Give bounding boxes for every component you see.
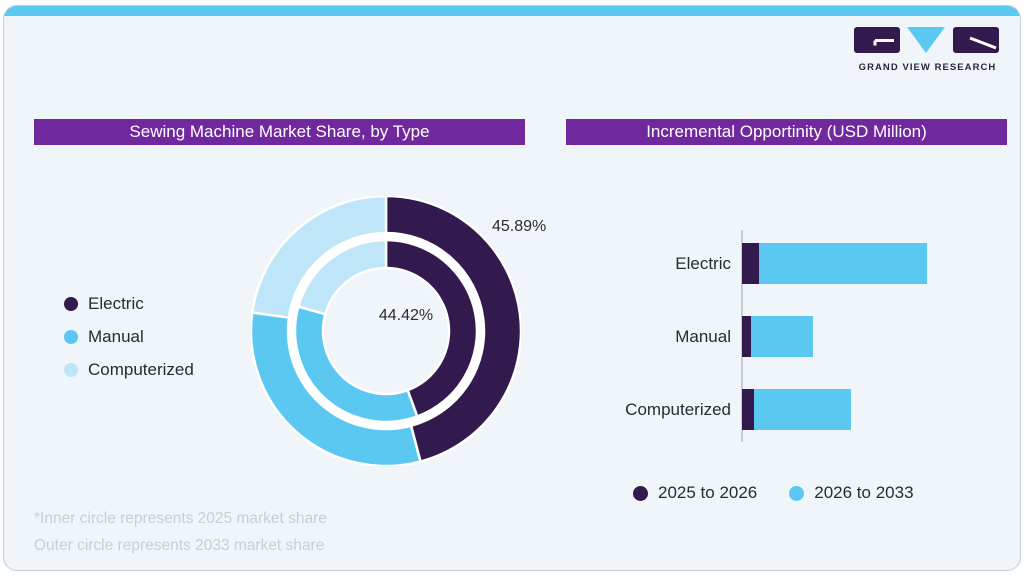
donut-legend: Electric Manual Computerized	[64, 287, 194, 386]
bar-segment-2026-to-2033	[751, 316, 813, 357]
inner-ring-segment-electric	[384, 238, 479, 419]
bar-legend-item-2025-to-2026: 2025 to 2026	[633, 480, 757, 506]
footnote-line-1: *Inner circle represents 2025 market sha…	[34, 510, 327, 527]
legend-label: Manual	[88, 326, 144, 346]
grand-view-research-logo: GRAND VIEW RESEARCH	[854, 27, 1001, 73]
inner-ring-segment-manual	[293, 305, 419, 424]
bar-legend-item-2026-to-2033: 2026 to 2033	[789, 480, 914, 506]
market-share-donut-chart	[251, 196, 521, 466]
legend-label: 2026 to 2033	[814, 483, 914, 502]
outer-ring-value-label: 45.89%	[492, 218, 547, 235]
bar-category-label: Electric	[675, 253, 731, 273]
legend-dot-icon	[64, 362, 78, 377]
bar-row-manual: Manual	[564, 316, 813, 357]
left-panel-title: Sewing Machine Market Share, by Type	[34, 119, 525, 145]
donut-legend-item-computerized: Computerized	[64, 353, 194, 386]
gvr-logo-icon	[854, 27, 999, 53]
donut-legend-item-electric: Electric	[64, 287, 194, 320]
bar-segment-2025-to-2026	[742, 316, 751, 357]
top-accent-bar	[4, 6, 1020, 16]
bar-row-computerized: Computerized	[564, 389, 851, 430]
footnote-line-2: Outer circle represents 2033 market shar…	[34, 537, 325, 554]
legend-dot-icon	[64, 296, 78, 311]
bar-category-label: Manual	[675, 326, 731, 346]
bar-row-electric: Electric	[564, 243, 927, 284]
legend-dot-icon	[633, 485, 648, 501]
inner-ring-value-label: 44.42%	[378, 307, 434, 324]
chart-card: GRAND VIEW RESEARCH Sewing Machine Marke…	[3, 5, 1021, 571]
legend-label: 2025 to 2026	[658, 483, 758, 502]
bar-track	[742, 316, 813, 357]
right-panel-title: Incremental Opportinity (USD Million)	[566, 119, 1007, 145]
legend-label: Computerized	[88, 359, 194, 379]
bar-segment-2026-to-2033	[754, 389, 851, 430]
legend-label: Electric	[88, 293, 144, 313]
ring-gap	[288, 233, 484, 429]
bar-segment-2026-to-2033	[759, 243, 927, 284]
bar-segment-2025-to-2026	[742, 243, 759, 284]
donut-legend-item-manual: Manual	[64, 320, 194, 353]
bar-track	[742, 243, 927, 284]
legend-dot-icon	[789, 485, 805, 501]
chart-footnote: *Inner circle represents 2025 market sha…	[34, 505, 327, 559]
bar-chart-legend: 2025 to 2026 2026 to 2033	[633, 480, 946, 506]
legend-dot-icon	[64, 329, 78, 344]
bar-track	[742, 389, 851, 430]
bar-segment-2025-to-2026	[742, 389, 754, 430]
logo-wordmark: GRAND VIEW RESEARCH	[858, 62, 997, 73]
bar-category-label: Computerized	[625, 399, 731, 419]
